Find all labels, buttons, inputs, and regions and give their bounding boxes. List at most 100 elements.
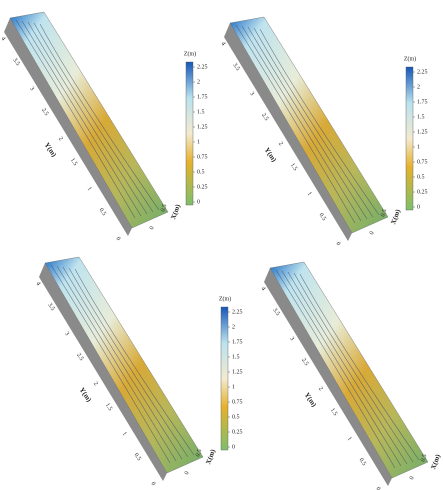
colorbar-tick-label: 0.25 [417,189,428,195]
y-tick-label: 0.5 [98,207,107,217]
channel [68,267,189,458]
y-tick-label: 3.5 [231,62,240,72]
colorbar-title: Z(m) [219,295,231,302]
y-tick-label: 4 [0,36,6,42]
y-tick-label: 3 [288,336,295,342]
channel [241,25,362,222]
y-tick-label: 2 [92,381,99,387]
colorbar-tick-label: 0.25 [232,429,243,435]
channel [247,26,368,220]
x-axis-label: X(m) [389,208,402,226]
y-tick-label: 1 [86,186,93,192]
y-tick-label: 4 [35,281,42,287]
y-tick-label: 3.5 [46,302,55,312]
channel [74,268,195,456]
colorbar-tick-label: 1.75 [417,99,428,105]
colorbar-tick-label: 2 [232,324,235,330]
colorbar-tick-label: 0.75 [197,154,208,160]
channel [275,269,396,469]
terrain-surface [229,16,389,234]
y-tick-label: 1.5 [104,402,113,412]
y-tick-label: 0.5 [318,212,327,222]
y-tick-label: 2 [317,386,324,392]
terrain-side [39,263,167,481]
y-tick-label: 2 [57,136,64,142]
colorbar-tick-label: 0.5 [197,169,205,175]
channel [56,265,177,462]
colorbar-tick-label: 1 [197,139,200,145]
x-tick-label: 0 [184,471,191,476]
y-tick-label: 3 [28,86,35,92]
y-tick-label: 2.5 [300,357,309,367]
colorbar-tick-label: 2.25 [232,309,243,315]
colorbar-tick-label: 0 [417,204,420,210]
colorbar-tick-label: 1.75 [232,339,243,345]
x-axis-label: X(m) [169,203,182,221]
colorbar [405,66,414,211]
x-tick-label: 0.5 [195,449,203,458]
colorbar-tick-label: 1.5 [197,109,205,115]
y-tick-label: 0.5 [133,452,142,462]
y-tick-label: 0 [115,236,122,242]
channel [259,28,380,216]
y-tick-label: 2.5 [40,107,49,117]
colorbar-tick-label: 1 [417,144,420,150]
x-tick-label: 0.5 [160,204,168,213]
y-tick-label: 0.5 [358,457,367,467]
x-axis-label: X(m) [204,448,217,466]
y-tick-label: 1.5 [69,157,78,167]
colorbar-tick-label: 0.75 [417,159,428,165]
y-tick-label: 0 [150,481,157,487]
y-tick-label: 1 [121,431,128,437]
channel [21,20,142,217]
y-tick-label: 0 [375,486,382,490]
y-tick-label: 2.5 [260,112,269,122]
y-tick-label: 1.5 [289,162,298,172]
colorbar-tick-label: 2.25 [417,69,428,75]
channel [287,271,408,465]
x-axis-label: X(m) [429,453,442,471]
terrain-surface [44,256,204,474]
terrain-surface [269,261,429,479]
terrain-surface [9,11,169,229]
channel [39,23,160,211]
y-tick-label: 2.5 [75,352,84,362]
colorbar-tick-label: 0 [232,444,235,450]
channel [235,24,356,224]
channel [15,19,136,219]
colorbar-tick-label: 2 [197,79,200,85]
colorbar-tick-label: 1.5 [417,114,425,120]
y-tick-label: 4 [260,286,267,292]
colorbar-tick-label: 1.5 [232,354,240,360]
x-tick-label: 0 [409,476,416,481]
y-tick-label: 1 [306,191,313,197]
x-tick-label: 0.5 [420,454,428,463]
colorbar [185,61,194,206]
channel [62,266,183,460]
y-tick-label: 3.5 [271,307,280,317]
colorbar-tick-label: 0.5 [417,174,425,180]
y-tick-label: 2 [277,141,284,147]
y-tick-label: 1 [346,436,353,442]
colorbar-tick-label: 0.25 [197,184,208,190]
panel: 00.511.522.533.54Y(m)00.5X(m)Z(m)00.250.… [260,261,442,490]
colorbar-tick-label: 2.25 [197,64,208,70]
colorbar-tick-label: 1.25 [232,369,243,375]
y-tick-label: 3.5 [11,57,20,67]
colorbar [220,306,229,451]
colorbar-tick-label: 1.25 [197,124,208,130]
colorbar-title: Z(m) [184,50,196,57]
terrain-side [224,23,352,241]
x-tick-label: 0 [369,231,376,236]
colorbar-tick-label: 2 [417,84,420,90]
y-tick-label: 0 [335,241,342,247]
colorbar-tick-label: 0.5 [232,414,240,420]
channel [281,270,402,467]
y-axis-label: Y(m) [78,386,94,404]
channel [293,272,414,463]
colorbar-title: Z(m) [404,55,416,62]
colorbar-tick-label: 0 [197,199,200,205]
